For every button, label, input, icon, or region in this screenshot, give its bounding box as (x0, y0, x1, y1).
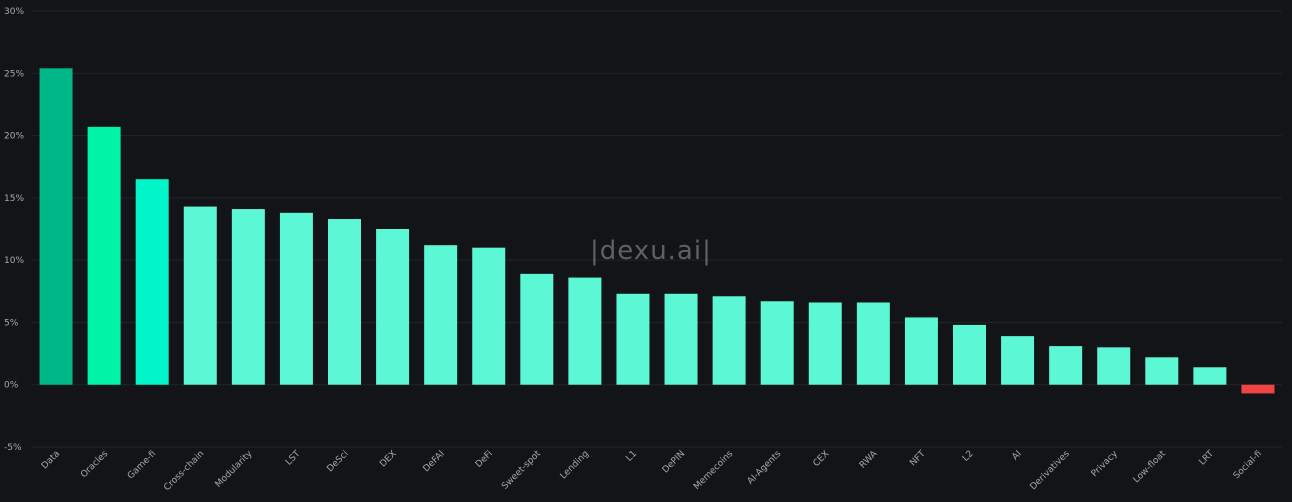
bar-dex (376, 229, 410, 385)
bar-lst (279, 212, 313, 385)
x-tick-label: DeFi (474, 449, 495, 470)
bar-ai-agents (760, 301, 794, 385)
x-tick-label: Modularity (214, 449, 255, 490)
bar-social-fi (1241, 384, 1275, 394)
bar-ai (1001, 336, 1035, 385)
x-tick-label: Data (40, 449, 62, 471)
x-tick-label: RWA (858, 448, 880, 470)
x-tick-label: AI-Agents (746, 449, 784, 487)
bar-rwa (856, 302, 890, 385)
x-tick-label: LST (284, 449, 303, 468)
y-tick-label: 5% (4, 318, 19, 328)
bar-data (39, 68, 73, 385)
y-tick-label: 15% (4, 194, 24, 204)
x-tick-label: Low-float (1132, 449, 1169, 486)
bar-depin (664, 293, 698, 385)
bar-modularity (231, 209, 265, 385)
bar-cex (808, 302, 842, 385)
bar-lrt (1193, 367, 1227, 385)
bar-sweet-spot (520, 273, 554, 385)
bar-lending (568, 277, 602, 385)
bar-game-fi (135, 179, 169, 385)
bar-l1 (616, 293, 650, 385)
y-tick-label: 10% (4, 256, 24, 266)
x-tick-label: DeSci (325, 449, 350, 474)
y-tick-label: 30% (4, 7, 24, 17)
watermark-logo: |dexu.ai| (590, 236, 712, 266)
x-tick-label: Privacy (1090, 449, 1121, 480)
x-tick-label: DeFAI (422, 449, 447, 474)
y-tick-label: -5% (4, 443, 22, 453)
x-tick-label: Derivatives (1029, 449, 1072, 492)
bar-oracles (87, 126, 121, 385)
y-tick-label: 20% (4, 132, 24, 142)
x-tick-label: Memecoins (692, 449, 735, 492)
y-tick-label: 25% (4, 69, 24, 79)
x-tick-label: Social-fi (1232, 449, 1264, 481)
x-tick-label: DePIN (661, 449, 687, 475)
bar-desci (328, 219, 361, 385)
x-tick-label: Sweet-spot (500, 449, 543, 492)
y-tick-label: 0% (4, 381, 19, 391)
x-tick-label: Oracles (79, 449, 110, 480)
bar-defi (472, 247, 506, 385)
x-tick-label: CEX (811, 449, 831, 469)
bar-memecoins (712, 296, 746, 385)
bar-nft (904, 317, 938, 385)
bar-low-float (1145, 357, 1179, 385)
bar-privacy (1097, 347, 1131, 385)
x-tick-label: AI (1010, 449, 1023, 462)
x-tick-label: L2 (961, 449, 976, 464)
bar-l2 (953, 324, 986, 385)
x-tick-label: L1 (624, 449, 639, 464)
x-tick-label: NFT (908, 449, 928, 469)
bar-derivatives (1049, 346, 1083, 385)
x-tick-label: LRT (1198, 449, 1217, 468)
bar-cross-chain (183, 206, 217, 385)
bar-defai (424, 245, 458, 385)
x-tick-label: DEX (378, 449, 398, 469)
x-tick-label: Cross-chain (162, 449, 206, 493)
x-tick-label: Lending (559, 449, 591, 481)
x-tick-label: Game-fi (126, 449, 158, 481)
